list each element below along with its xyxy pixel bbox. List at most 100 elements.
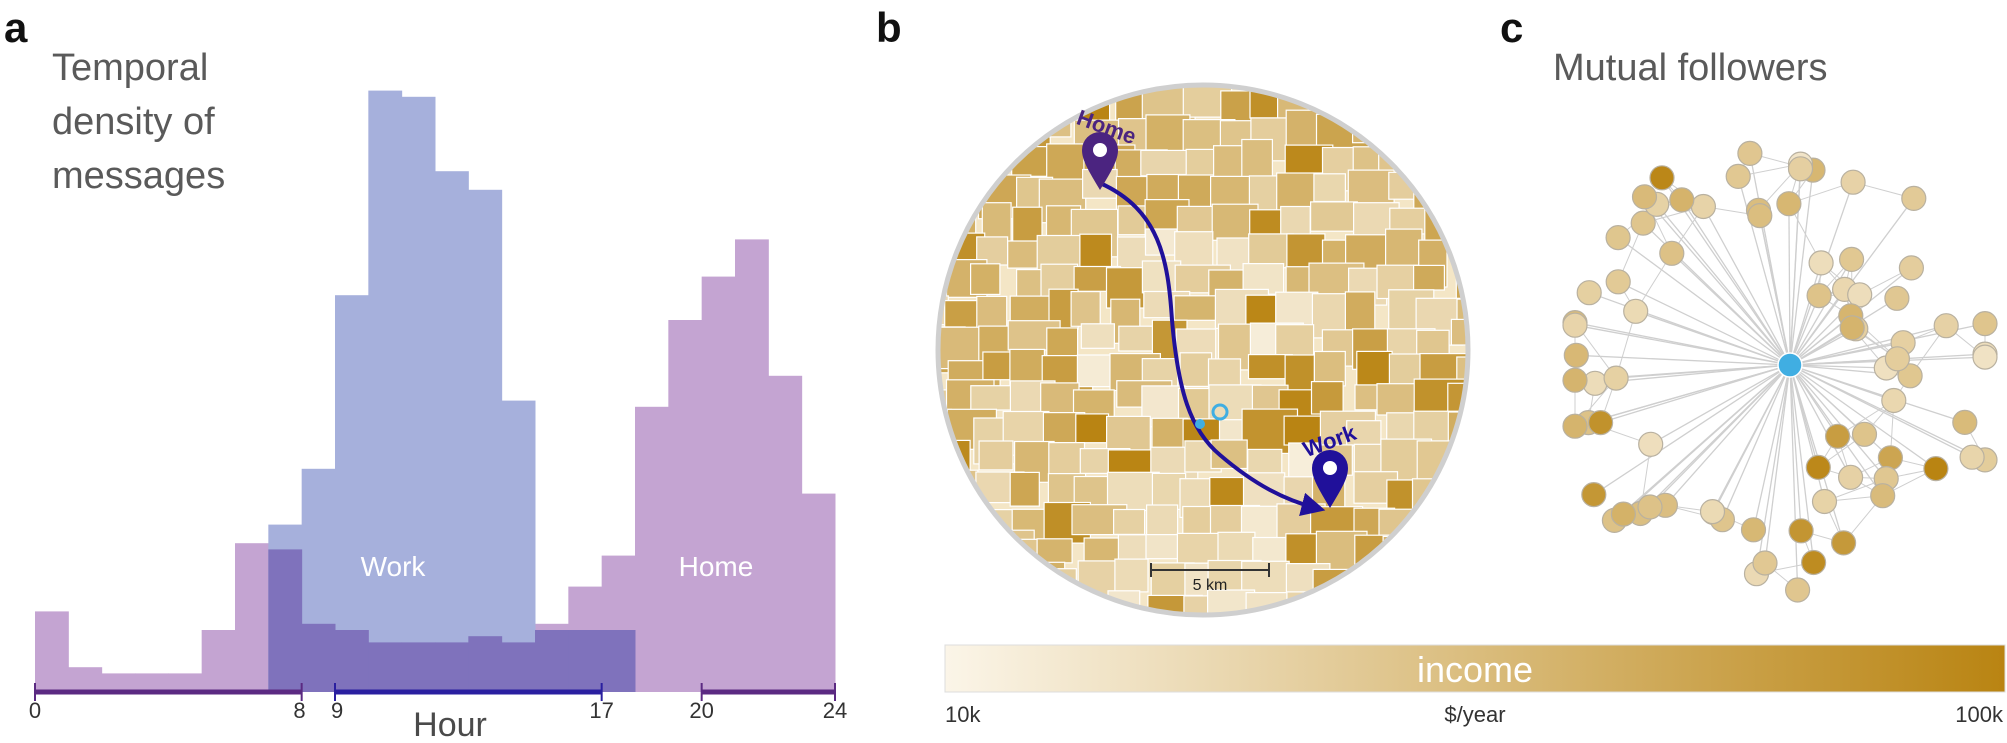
neighborhood-tile bbox=[939, 113, 971, 145]
neighborhood-tile bbox=[938, 173, 977, 206]
home-bar bbox=[801, 493, 836, 692]
neighborhood-tile bbox=[978, 440, 1014, 471]
follower-edge bbox=[1789, 364, 1973, 458]
follower-node bbox=[1690, 193, 1717, 220]
home-bar bbox=[101, 673, 136, 692]
neighborhood-tile bbox=[1489, 297, 1524, 323]
income-map: Home Work 5 km bbox=[902, 82, 1538, 667]
neighborhood-tile bbox=[1416, 85, 1450, 103]
follower-edge bbox=[1644, 196, 1791, 366]
follower-node bbox=[1784, 577, 1811, 603]
neighborhood-tile bbox=[969, 263, 1001, 295]
colorbar-unit-label: $/year bbox=[1444, 702, 1505, 727]
follower-node bbox=[1884, 346, 1911, 372]
follower-node bbox=[1603, 365, 1629, 391]
follower-node bbox=[1839, 315, 1865, 341]
hour-tick-label: 20 bbox=[689, 698, 713, 723]
overlap-bar bbox=[535, 630, 569, 692]
follower-node bbox=[1788, 518, 1814, 544]
neighborhood-tile bbox=[1444, 85, 1468, 108]
follower-node bbox=[1623, 298, 1649, 324]
follower-node bbox=[1838, 246, 1865, 272]
neighborhood-tile bbox=[1487, 181, 1523, 229]
follower-node bbox=[1747, 203, 1773, 229]
neighborhood-tile bbox=[976, 295, 1008, 330]
income-colorbar-gradient bbox=[944, 644, 2006, 693]
follower-edge bbox=[1789, 364, 1799, 591]
hour-tick-label: 0 bbox=[29, 698, 41, 723]
follower-edge bbox=[1789, 364, 1887, 480]
home-bar bbox=[635, 406, 669, 692]
follower-node bbox=[1851, 421, 1878, 447]
neighborhood-tile bbox=[969, 594, 1004, 615]
neighborhood-tile bbox=[1284, 354, 1315, 391]
neighborhood-tile bbox=[938, 502, 960, 549]
neighborhood-tile bbox=[1493, 356, 1538, 399]
work-bar bbox=[468, 189, 503, 693]
neighborhood-tile bbox=[1038, 594, 1089, 615]
neighborhood-tile bbox=[1483, 412, 1518, 452]
panel-b: b Home Work bbox=[876, 4, 2006, 727]
follower-node bbox=[1959, 444, 1985, 470]
follower-node bbox=[1952, 409, 1978, 435]
overlap-bar bbox=[601, 630, 636, 692]
neighborhood-tile bbox=[902, 354, 932, 400]
follower-node bbox=[1562, 312, 1588, 338]
neighborhood-tile bbox=[1310, 381, 1344, 415]
overlap-bar bbox=[501, 642, 536, 692]
follower-edge bbox=[1711, 364, 1791, 512]
bird-icon bbox=[1195, 403, 1229, 429]
follower-node bbox=[1884, 285, 1910, 311]
commute-arrow bbox=[1099, 181, 1326, 517]
follower-edge bbox=[1622, 364, 1791, 515]
neighborhood-tile bbox=[1411, 478, 1461, 515]
follower-edge bbox=[1593, 364, 1791, 496]
overlap-bar bbox=[401, 642, 436, 692]
neighborhood-tile bbox=[1450, 318, 1468, 346]
neighborhood-tile bbox=[1456, 176, 1468, 217]
work-bar bbox=[368, 90, 403, 693]
follower-node bbox=[1877, 445, 1904, 471]
follower-edge bbox=[1789, 364, 1802, 531]
neighborhood-tile bbox=[1455, 198, 1468, 239]
follower-node bbox=[1737, 140, 1763, 166]
follower-edge bbox=[1749, 153, 1791, 366]
neighborhood-tile bbox=[1355, 566, 1411, 599]
neighborhood-tile bbox=[1212, 85, 1252, 88]
neighborhood-tile bbox=[905, 624, 937, 667]
neighborhood-tile bbox=[1482, 110, 1528, 134]
follower-node bbox=[1562, 367, 1588, 393]
panel-a: a Temporal density of messages Work Home… bbox=[4, 4, 847, 743]
neighborhood-tile bbox=[1419, 139, 1451, 166]
neighborhood-tile bbox=[938, 563, 960, 608]
neighborhood-tile bbox=[1046, 85, 1077, 113]
follower-edge bbox=[1588, 292, 1791, 366]
neighborhood-tile bbox=[1311, 597, 1342, 615]
follower-node bbox=[1870, 483, 1896, 509]
follower-edge bbox=[1789, 364, 1845, 544]
neighborhood-tile bbox=[1448, 536, 1468, 564]
colorbar-max-label: 100k bbox=[1955, 702, 2004, 727]
neighborhood-tile bbox=[1313, 620, 1344, 644]
neighborhood-tile bbox=[981, 114, 1014, 145]
follower-node bbox=[1898, 255, 1925, 281]
neighborhood-tile bbox=[1309, 201, 1358, 232]
follower-edge bbox=[1649, 364, 1791, 508]
neighborhood-tile bbox=[1479, 151, 1513, 190]
follower-node bbox=[1605, 269, 1631, 295]
follower-edge bbox=[1752, 364, 1791, 530]
follower-node bbox=[1933, 313, 1959, 339]
neighborhood-tile bbox=[1456, 239, 1468, 266]
follower-edge bbox=[1664, 364, 1791, 506]
neighborhood-tile bbox=[1280, 205, 1311, 238]
follower-node bbox=[1808, 250, 1834, 276]
follower-node bbox=[1800, 549, 1827, 576]
neighborhood-tile bbox=[1420, 537, 1458, 578]
neighborhood-tile bbox=[1380, 568, 1430, 606]
neighborhood-tile bbox=[980, 85, 1038, 120]
neighborhood-tile bbox=[979, 85, 1020, 94]
follower-edge bbox=[1764, 364, 1791, 564]
neighborhood-tile bbox=[938, 113, 961, 150]
follower-node bbox=[1805, 454, 1831, 480]
